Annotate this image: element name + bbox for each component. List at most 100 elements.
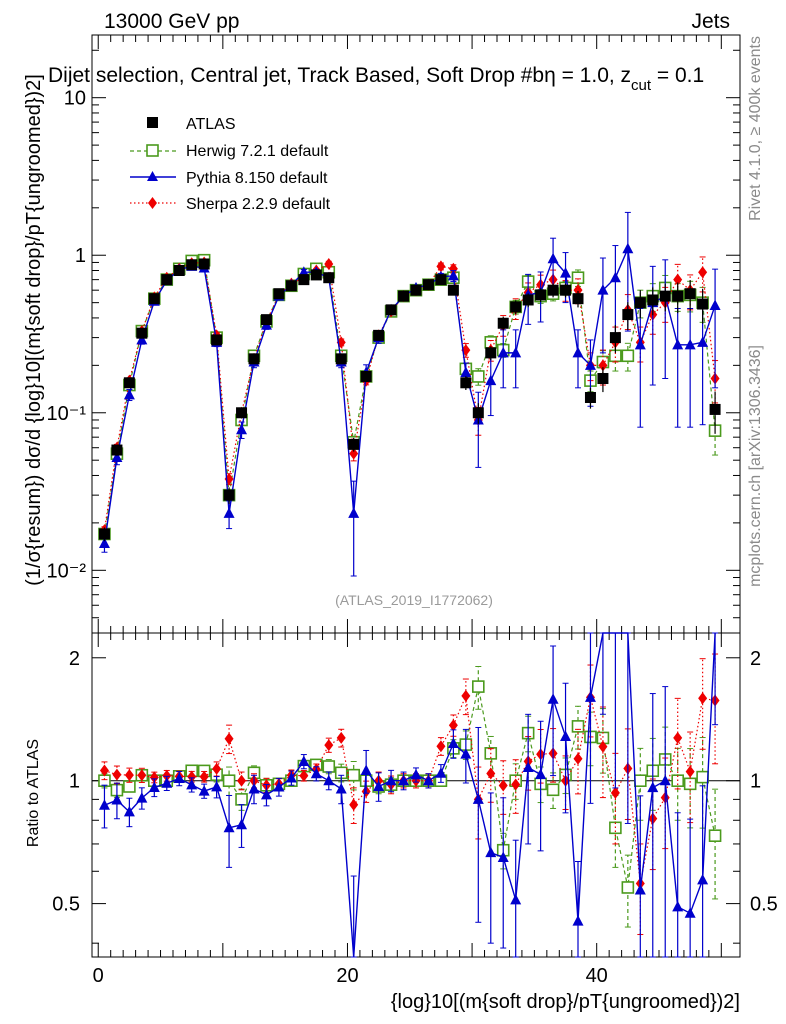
data-point-sherpa [698, 266, 708, 279]
ratio-point-pythia [447, 737, 459, 749]
ratio-point-pythia [360, 764, 372, 776]
y-tick-label-ratio: 2 [69, 648, 80, 670]
legend-label-pythia: Pythia 8.150 default [186, 170, 328, 187]
data-point-atlas [684, 288, 696, 300]
ratio-point-herwig [696, 770, 709, 784]
data-point-atlas [622, 309, 634, 321]
data-point-pythia [572, 346, 584, 358]
data-point-atlas [123, 377, 135, 389]
ratio-point-sherpa [336, 731, 346, 744]
data-point-atlas [447, 284, 459, 296]
data-point-atlas [186, 259, 198, 271]
ratio-point-sherpa [324, 739, 334, 752]
analysis-reference: (ATLAS_2019_I1772062) [335, 592, 493, 608]
data-point-atlas [422, 279, 434, 291]
ratio-point-pythia [497, 851, 509, 862]
ratio-point-pythia [111, 794, 123, 805]
ratio-point-pythia [410, 768, 422, 780]
y-tick-label-ratio: 0.5 [52, 894, 80, 916]
ratio-point-pythia [385, 774, 397, 786]
ratio-point-pythia [260, 788, 272, 800]
ratio-point-sherpa [498, 779, 508, 792]
data-point-pythia [547, 252, 559, 264]
series-atlas-main [98, 258, 721, 542]
data-point-atlas [659, 290, 671, 302]
data-point-atlas [98, 528, 110, 540]
plot-title: Dijet selection, Central jet, Track Base… [48, 64, 704, 94]
ratio-point-pythia [173, 772, 185, 783]
data-point-pythia [460, 366, 472, 378]
legend: ATLAS Herwig 7.2.1 default Pythia 8.150 … [130, 116, 331, 213]
legend-label-atlas: ATLAS [186, 116, 236, 133]
data-point-atlas [597, 373, 609, 385]
ratio-point-herwig [322, 760, 336, 773]
data-point-atlas [634, 297, 646, 309]
ratio-point-sherpa [199, 770, 209, 783]
data-point-atlas [248, 353, 260, 365]
ratio-point-sherpa [598, 740, 608, 753]
ratio-point-pythia [535, 768, 547, 779]
data-point-atlas [398, 290, 410, 302]
y-tick-label-ratio-right: 2 [750, 648, 761, 670]
ratio-point-pythia [323, 774, 335, 786]
ratio-point-sherpa [124, 769, 134, 782]
data-point-atlas [236, 407, 248, 419]
ratio-point-sherpa [511, 778, 521, 791]
legend-marker-herwig [146, 144, 159, 157]
ratio-point-herwig [634, 774, 647, 787]
ratio-point-pythia [634, 883, 646, 895]
data-point-atlas [136, 327, 148, 339]
ratio-line-sherpa [104, 693, 716, 884]
data-point-pythia [510, 346, 522, 358]
data-point-atlas [647, 294, 659, 306]
ratio-point-pythia [522, 761, 534, 773]
data-point-pythia [672, 338, 684, 350]
ratio-point-pythia [148, 781, 160, 793]
ratio-point-sherpa [610, 786, 620, 799]
series-line-sherpa [103, 261, 716, 531]
ratio-line-pythia [104, 632, 716, 958]
data-point-sherpa [448, 262, 458, 275]
energy-label: 13000 GeV pp [104, 10, 239, 33]
data-point-pythia [348, 507, 360, 518]
data-point-atlas [298, 274, 310, 286]
data-point-sherpa [324, 257, 334, 270]
data-point-pythia [136, 333, 148, 345]
ratio-point-pythia [236, 818, 248, 830]
y-tick-label-main: 1 [75, 245, 86, 267]
y-tick-label-main: 10 [64, 88, 86, 110]
ratio-point-pythia [335, 782, 347, 794]
ratio-point-pythia [123, 805, 135, 817]
legend-entry-herwig: Herwig 7.2.1 default [130, 143, 329, 160]
y-tick-label-ratio-right: 1 [750, 771, 761, 793]
data-point-pythia [223, 507, 235, 518]
ratio-panel-series [98, 632, 722, 958]
ratio-point-sherpa [448, 719, 458, 732]
ratio-point-herwig [546, 783, 560, 797]
ratio-point-sherpa [486, 767, 496, 780]
data-point-sherpa [598, 359, 608, 372]
data-point-pythia [98, 537, 110, 548]
data-point-atlas [260, 314, 272, 326]
data-point-atlas [173, 264, 185, 276]
ratio-point-pythia [285, 771, 297, 783]
data-point-herwig [621, 349, 635, 363]
data-point-atlas [435, 274, 447, 286]
data-point-herwig [571, 271, 585, 285]
data-point-atlas [198, 258, 210, 270]
x-tick-label: 20 [336, 965, 358, 987]
ratio-point-pythia [136, 792, 148, 803]
ratio-point-pythia [572, 915, 584, 926]
y-tick-label-ratio: 1 [69, 771, 80, 793]
data-point-atlas [148, 293, 160, 305]
category-label: Jets [691, 10, 730, 33]
data-point-atlas [510, 301, 522, 313]
x-tick-label: 0 [93, 965, 104, 987]
ratio-point-pythia [472, 793, 484, 804]
ratio-point-sherpa [224, 732, 234, 745]
data-point-atlas [223, 489, 235, 501]
data-point-atlas [584, 392, 596, 404]
data-point-pythia [634, 338, 646, 350]
ratio-point-pythia [485, 846, 497, 858]
data-point-pythia [123, 388, 135, 400]
